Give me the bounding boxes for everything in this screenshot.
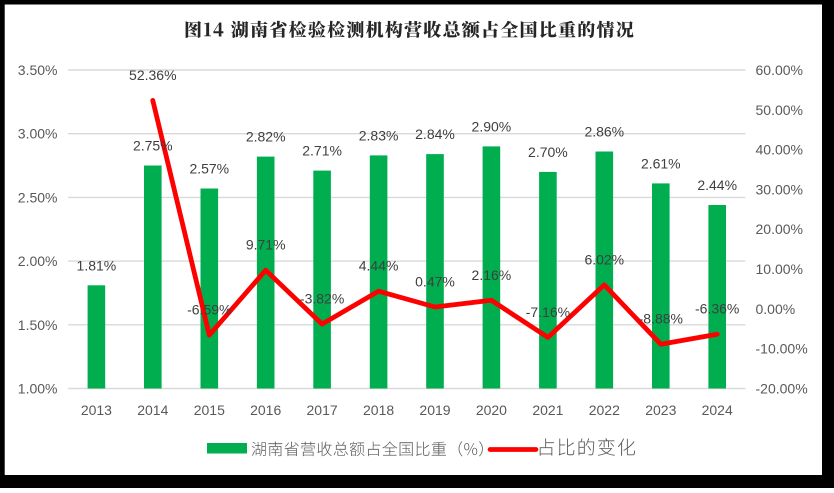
svg-text:2.44%: 2.44%	[697, 177, 737, 193]
svg-text:52.36%: 52.36%	[129, 67, 176, 83]
svg-text:2.57%: 2.57%	[189, 161, 229, 177]
svg-text:2.50%: 2.50%	[18, 189, 58, 205]
svg-text:9.71%: 9.71%	[246, 237, 286, 253]
svg-text:2020: 2020	[476, 402, 507, 418]
svg-text:2.83%: 2.83%	[359, 127, 399, 143]
svg-text:2023: 2023	[645, 402, 676, 418]
svg-text:-6.36%: -6.36%	[695, 301, 739, 317]
svg-text:0.00%: 0.00%	[756, 301, 796, 317]
svg-text:1.00%: 1.00%	[18, 381, 58, 397]
svg-text:2.75%: 2.75%	[133, 138, 173, 154]
svg-text:2.70%: 2.70%	[528, 144, 568, 160]
svg-text:-10.00%: -10.00%	[756, 341, 808, 357]
svg-text:2.82%: 2.82%	[246, 129, 286, 145]
svg-text:2013: 2013	[81, 402, 112, 418]
svg-text:6.02%: 6.02%	[584, 251, 624, 267]
svg-text:3.50%: 3.50%	[18, 62, 58, 78]
svg-text:2.90%: 2.90%	[472, 118, 512, 134]
svg-text:1.50%: 1.50%	[18, 317, 58, 333]
svg-text:2019: 2019	[419, 402, 450, 418]
svg-text:2017: 2017	[307, 402, 338, 418]
svg-text:0.47%: 0.47%	[415, 274, 455, 290]
svg-text:-3.82%: -3.82%	[300, 291, 344, 307]
svg-text:2.71%: 2.71%	[302, 143, 342, 159]
svg-text:2021: 2021	[532, 402, 563, 418]
svg-text:2016: 2016	[250, 402, 281, 418]
svg-text:4.44%: 4.44%	[359, 258, 399, 274]
svg-text:20.00%: 20.00%	[756, 221, 803, 237]
svg-text:2.86%: 2.86%	[584, 124, 624, 140]
svg-text:2014: 2014	[137, 402, 168, 418]
svg-text:-20.00%: -20.00%	[756, 381, 808, 397]
svg-text:-7.16%: -7.16%	[526, 304, 570, 320]
svg-text:40.00%: 40.00%	[756, 142, 803, 158]
svg-text:-8.88%: -8.88%	[639, 311, 683, 327]
svg-text:3.00%: 3.00%	[18, 126, 58, 142]
svg-text:2024: 2024	[702, 402, 733, 418]
svg-text:2.00%: 2.00%	[18, 253, 58, 269]
svg-text:2015: 2015	[194, 402, 225, 418]
svg-text:2.84%: 2.84%	[415, 126, 455, 142]
svg-text:60.00%: 60.00%	[756, 62, 803, 78]
svg-text:2.16%: 2.16%	[472, 267, 512, 283]
svg-text:-6.59%: -6.59%	[187, 302, 231, 318]
svg-text:50.00%: 50.00%	[756, 102, 803, 118]
svg-text:30.00%: 30.00%	[756, 181, 803, 197]
svg-text:1.81%: 1.81%	[77, 257, 117, 273]
svg-text:2018: 2018	[363, 402, 394, 418]
svg-text:2022: 2022	[589, 402, 620, 418]
svg-text:2.61%: 2.61%	[641, 155, 681, 171]
svg-text:10.00%: 10.00%	[756, 261, 803, 277]
